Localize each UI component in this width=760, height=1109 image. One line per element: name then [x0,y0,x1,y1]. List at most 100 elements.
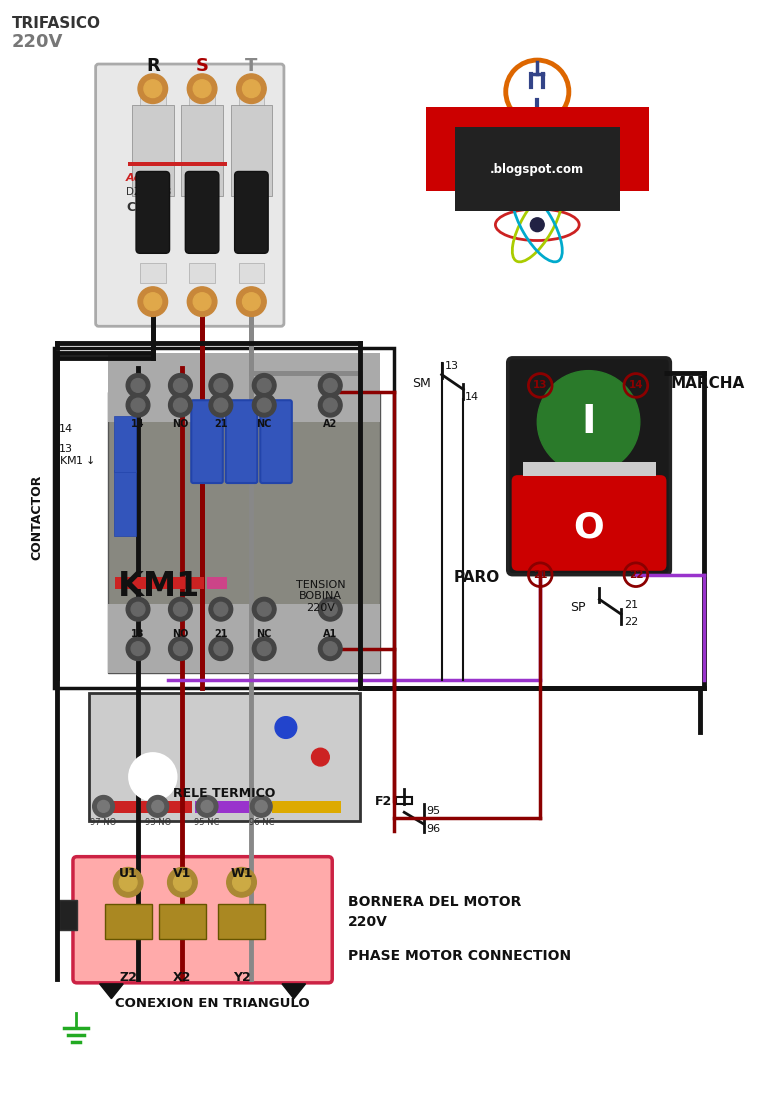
Circle shape [252,394,276,417]
FancyBboxPatch shape [109,353,379,421]
Circle shape [138,287,168,316]
FancyBboxPatch shape [235,172,268,253]
Circle shape [173,398,187,413]
Text: S: S [195,58,208,75]
FancyBboxPatch shape [182,105,223,196]
FancyBboxPatch shape [514,364,664,470]
FancyBboxPatch shape [89,693,359,821]
FancyBboxPatch shape [128,162,226,165]
Text: PARO: PARO [454,570,500,584]
FancyBboxPatch shape [132,105,173,196]
FancyBboxPatch shape [73,856,332,983]
FancyBboxPatch shape [140,90,166,110]
Circle shape [258,602,271,617]
Circle shape [318,394,342,417]
Text: A2: A2 [323,419,337,429]
FancyBboxPatch shape [109,604,379,673]
Circle shape [209,637,233,661]
Circle shape [193,293,211,311]
Text: 13: 13 [131,629,144,639]
Text: 21: 21 [624,600,638,610]
Text: 220V: 220V [348,915,388,929]
Text: 21: 21 [214,419,227,429]
Circle shape [323,602,337,617]
Text: NC: NC [257,629,272,639]
FancyBboxPatch shape [192,400,223,484]
Circle shape [113,867,143,897]
FancyBboxPatch shape [109,393,379,673]
Circle shape [214,602,228,617]
Text: BORNERA DEL MOTOR: BORNERA DEL MOTOR [348,895,521,909]
Text: 22: 22 [629,570,643,580]
FancyBboxPatch shape [159,904,206,939]
Text: F2: F2 [375,794,392,807]
Circle shape [255,801,268,812]
Circle shape [312,749,329,766]
Text: CONTACTOR: CONTACTOR [30,475,43,560]
FancyBboxPatch shape [189,263,215,283]
FancyBboxPatch shape [218,904,265,939]
FancyBboxPatch shape [226,400,258,484]
Circle shape [126,394,150,417]
Circle shape [173,642,187,655]
Text: C10: C10 [126,201,153,214]
Circle shape [275,716,296,739]
FancyBboxPatch shape [523,462,656,476]
Polygon shape [282,984,306,998]
Circle shape [209,374,233,397]
FancyBboxPatch shape [114,470,136,537]
Text: 13: 13 [445,360,458,370]
Circle shape [144,293,162,311]
Text: 96: 96 [426,824,440,834]
FancyBboxPatch shape [396,796,412,804]
Text: A1: A1 [323,629,337,639]
Circle shape [131,602,145,617]
Text: SM: SM [412,377,431,389]
Circle shape [209,598,233,621]
Circle shape [126,598,150,621]
Circle shape [119,874,137,892]
Circle shape [173,602,187,617]
Circle shape [173,874,192,892]
Circle shape [129,753,176,801]
Circle shape [323,378,337,393]
Text: NO: NO [173,419,188,429]
Text: V1: V1 [173,866,192,879]
Text: SP: SP [570,601,585,614]
Text: 95 NC: 95 NC [195,818,220,827]
FancyBboxPatch shape [511,475,667,571]
Text: 14: 14 [465,393,480,403]
FancyBboxPatch shape [185,172,219,253]
Text: T: T [245,58,258,75]
FancyBboxPatch shape [272,802,341,813]
Text: 22: 22 [624,617,638,627]
Text: X2: X2 [173,971,192,984]
Circle shape [152,801,163,812]
FancyBboxPatch shape [114,416,136,472]
FancyBboxPatch shape [54,348,394,688]
Circle shape [323,398,337,413]
FancyBboxPatch shape [239,263,264,283]
Circle shape [530,217,544,232]
Circle shape [147,795,169,817]
Circle shape [214,398,228,413]
FancyBboxPatch shape [93,802,192,813]
Text: 21: 21 [533,570,547,580]
Text: 95: 95 [426,806,440,816]
FancyBboxPatch shape [231,105,272,196]
Text: NC: NC [257,419,272,429]
Circle shape [214,642,228,655]
Text: 13: 13 [533,380,547,390]
Text: O: O [573,510,604,545]
Circle shape [537,370,640,474]
Circle shape [187,74,217,103]
Circle shape [318,598,342,621]
Circle shape [196,795,218,817]
Text: Aostec: Aostec [126,173,169,183]
Text: 93 NO: 93 NO [144,818,171,827]
Text: MARCHA: MARCHA [670,376,745,390]
Text: Y2: Y2 [233,971,250,984]
Circle shape [169,637,192,661]
Circle shape [126,637,150,661]
Text: RELE TERMICO: RELE TERMICO [173,786,275,800]
